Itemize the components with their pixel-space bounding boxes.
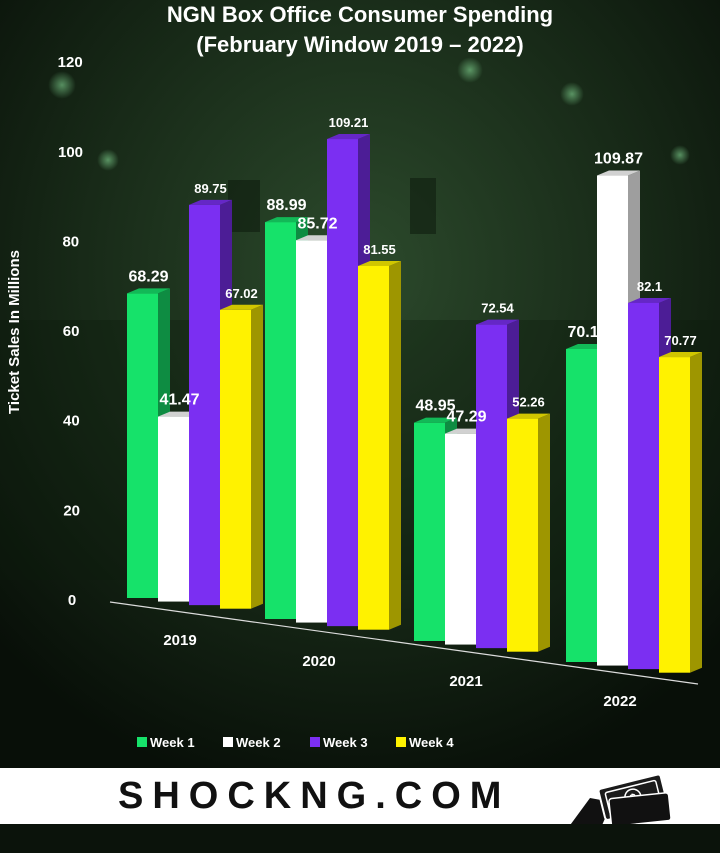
data-label: 89.75 — [194, 181, 227, 196]
y-tick-label: 100 — [58, 144, 83, 161]
bar-front — [358, 265, 389, 630]
bar-front — [189, 204, 220, 606]
bar-front — [507, 418, 538, 652]
data-label: 70.77 — [664, 333, 697, 348]
x-category-label: 2020 — [302, 653, 335, 670]
bar-top — [189, 199, 232, 205]
chart-title-line1: NGN Box Office Consumer Spending — [167, 2, 553, 27]
bar-top — [127, 288, 170, 294]
y-tick-label: 80 — [62, 233, 79, 250]
data-label: 68.29 — [128, 268, 168, 285]
legend-item: Week 3 — [310, 735, 368, 750]
data-label: 52.26 — [512, 395, 545, 410]
data-label: 72.54 — [481, 301, 514, 316]
bar-top — [220, 304, 263, 310]
bar-side — [538, 413, 550, 652]
bar-side — [251, 304, 263, 609]
data-label: 85.72 — [297, 215, 337, 232]
chart-title-line2: (February Window 2019 – 2022) — [196, 32, 523, 57]
bar-side — [389, 260, 401, 630]
legend-swatch — [223, 737, 233, 747]
bar — [220, 304, 263, 609]
legend-label: Week 3 — [323, 735, 368, 750]
bar — [659, 352, 702, 673]
legend-item: Week 1 — [137, 735, 195, 750]
legend-swatch — [396, 737, 406, 747]
data-label: 82.1 — [637, 279, 662, 294]
bar-front — [127, 293, 158, 598]
y-tick-label: 120 — [58, 54, 83, 71]
brand-banner: SHOCKNG.COM $ — [0, 768, 720, 830]
bar-top — [507, 413, 550, 419]
data-label: 109.21 — [329, 115, 369, 130]
data-label: 47.29 — [446, 409, 486, 426]
brand-wordmark: SHOCKNG.COM — [118, 775, 511, 817]
data-label: 70.18 — [567, 324, 607, 341]
bar-front — [327, 139, 358, 627]
bar-top — [628, 297, 671, 303]
x-category-label: 2019 — [163, 632, 196, 649]
bar-front — [445, 433, 476, 645]
data-label: 109.87 — [594, 151, 643, 168]
y-tick-label: 20 — [63, 502, 80, 519]
bar-top — [476, 319, 519, 325]
x-axis-baseline — [109, 601, 699, 685]
data-label: 67.02 — [225, 286, 258, 301]
bottom-strip — [0, 824, 720, 853]
bar-front — [566, 348, 597, 662]
bar-front — [659, 357, 690, 673]
legend-item: Week 4 — [396, 735, 454, 750]
bar-front — [628, 302, 659, 670]
bar-top — [659, 352, 702, 358]
bar — [507, 413, 550, 652]
bar-top — [358, 260, 401, 266]
bar-top — [597, 170, 640, 176]
legend-swatch — [310, 737, 320, 747]
x-category-label: 2021 — [449, 673, 482, 690]
bar-front — [158, 416, 189, 602]
y-axis-label: Ticket Sales In Millions — [6, 250, 23, 414]
data-label: 41.47 — [159, 392, 199, 409]
data-label: 88.99 — [266, 197, 306, 214]
data-label: 81.55 — [363, 242, 396, 257]
bar-front — [476, 324, 507, 649]
bar-top — [327, 134, 370, 140]
bar-front — [296, 240, 327, 623]
legend-item: Week 2 — [223, 735, 281, 750]
bar-side — [690, 352, 702, 673]
bars-group — [127, 134, 702, 673]
bar-top — [265, 217, 308, 223]
y-tick-label: 0 — [68, 592, 76, 609]
y-tick-label: 60 — [63, 323, 80, 340]
bar-front — [597, 175, 628, 666]
x-category-label: 2022 — [603, 693, 636, 710]
bar-front — [220, 309, 251, 609]
legend: Week 1 Week 2 Week 3 Week 4 — [137, 735, 454, 750]
bar-front — [414, 422, 445, 641]
data-label: 48.95 — [415, 398, 455, 415]
bar-front — [265, 222, 296, 619]
y-axis-ticks: 0 20 40 60 80 100 120 — [58, 54, 83, 609]
x-axis-categories: 2019 2020 2021 2022 — [163, 632, 636, 710]
legend-swatch — [137, 737, 147, 747]
bar-top — [414, 417, 457, 423]
legend-label: Week 2 — [236, 735, 281, 750]
legend-label: Week 4 — [409, 735, 454, 750]
money-hand-icon: $ — [568, 773, 672, 830]
legend-label: Week 1 — [150, 735, 195, 750]
y-tick-label: 40 — [63, 413, 80, 430]
bar — [358, 260, 401, 630]
